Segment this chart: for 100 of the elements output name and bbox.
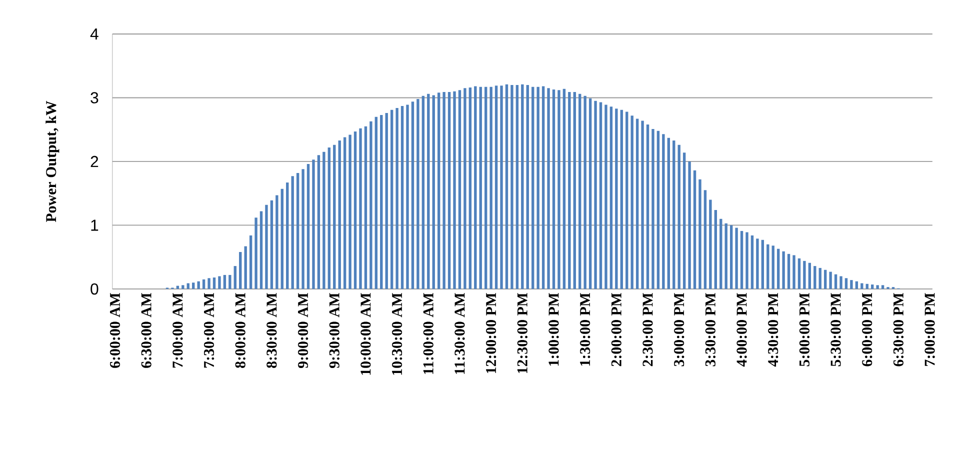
bar [464,88,466,289]
bar [594,100,597,289]
bar [615,108,618,289]
bar [667,138,670,289]
x-tick-label: 3:00:00 PM [674,292,684,366]
bar [505,84,508,289]
bar [260,211,263,289]
bar [740,230,744,289]
bar [338,140,341,289]
x-tick-label: 4:30:00 PM [768,292,778,367]
bar [678,144,680,289]
bar [212,278,216,289]
bar [599,102,602,289]
bar [244,246,247,289]
bar [756,238,759,289]
bar [610,106,613,289]
bar [855,281,858,289]
bar [531,86,534,289]
bar [458,90,462,289]
x-tick-label: 10:30:00 AM [392,292,402,375]
bar [803,260,806,289]
bar [370,121,372,289]
bar [824,270,827,289]
bar [682,152,686,289]
bar [468,88,472,289]
bar [547,88,550,289]
bar [422,96,425,289]
bar [526,84,529,289]
bar [228,274,232,289]
bar [693,170,696,289]
y-tick-label: 2 [90,156,98,168]
bar [626,112,628,289]
x-tick-label: 12:30:00 PM [517,292,528,374]
bar [709,200,712,289]
bar [652,128,654,289]
bar [479,86,482,289]
bar [818,268,822,289]
bar [234,266,236,289]
x-tick-label: 2:30:00 PM [642,292,653,366]
bar [750,235,754,289]
bar [881,285,884,289]
bar [312,160,315,289]
bar [870,284,874,289]
bar [442,92,446,289]
bar [385,113,388,289]
bar [406,104,409,289]
bar [296,172,300,289]
bar [829,272,832,289]
bar [866,284,868,289]
bar [798,258,801,289]
x-tick-label: 12:00:00 PM [486,292,496,374]
bar [197,281,200,289]
bar [453,91,456,289]
bar [280,188,284,289]
bar [474,86,477,289]
bar [776,248,780,289]
bar [704,190,707,289]
bar [787,254,790,289]
bar [662,134,665,289]
bar [558,90,560,289]
bar [317,155,320,289]
bar [688,161,691,289]
x-tick-label: 5:30:00 PM [830,292,841,366]
x-tick-label: 6:00:00 PM [862,292,872,366]
bar [494,86,498,289]
bar [620,110,623,289]
bar [270,200,274,289]
bar [364,126,368,289]
bar [656,130,660,289]
y-tick-label: 3 [90,92,98,104]
bar [735,228,738,289]
x-tick-label: 10:00:00 AM [360,292,371,375]
bar [720,218,722,289]
bar [186,283,190,289]
bar [306,164,310,289]
x-tick-label: 11:30:00 AM [454,292,465,374]
bar [490,86,492,289]
bar [772,246,774,289]
bar [516,84,519,289]
x-tick-label: 4:00:00 PM [736,292,747,367]
y-tick-label: 4 [90,28,98,40]
bar [202,279,206,289]
bar [568,92,571,289]
bar [192,282,195,289]
x-tick-label: 1:00:00 PM [548,292,559,366]
bar [291,176,294,289]
bar [766,244,770,289]
y-tick-label: 1 [91,220,98,231]
bar [850,280,853,289]
bar [542,86,545,289]
x-tick-label: 9:30:00 AM [329,292,340,368]
x-tick-label: 7:00:00 PM [924,292,935,366]
bar [604,104,608,289]
bar [484,86,488,289]
bar [746,232,748,289]
bar [182,285,184,289]
bar [416,99,420,289]
x-tick-label: 6:00:00 AM [110,292,120,368]
bar [411,102,414,289]
bar [588,98,592,289]
